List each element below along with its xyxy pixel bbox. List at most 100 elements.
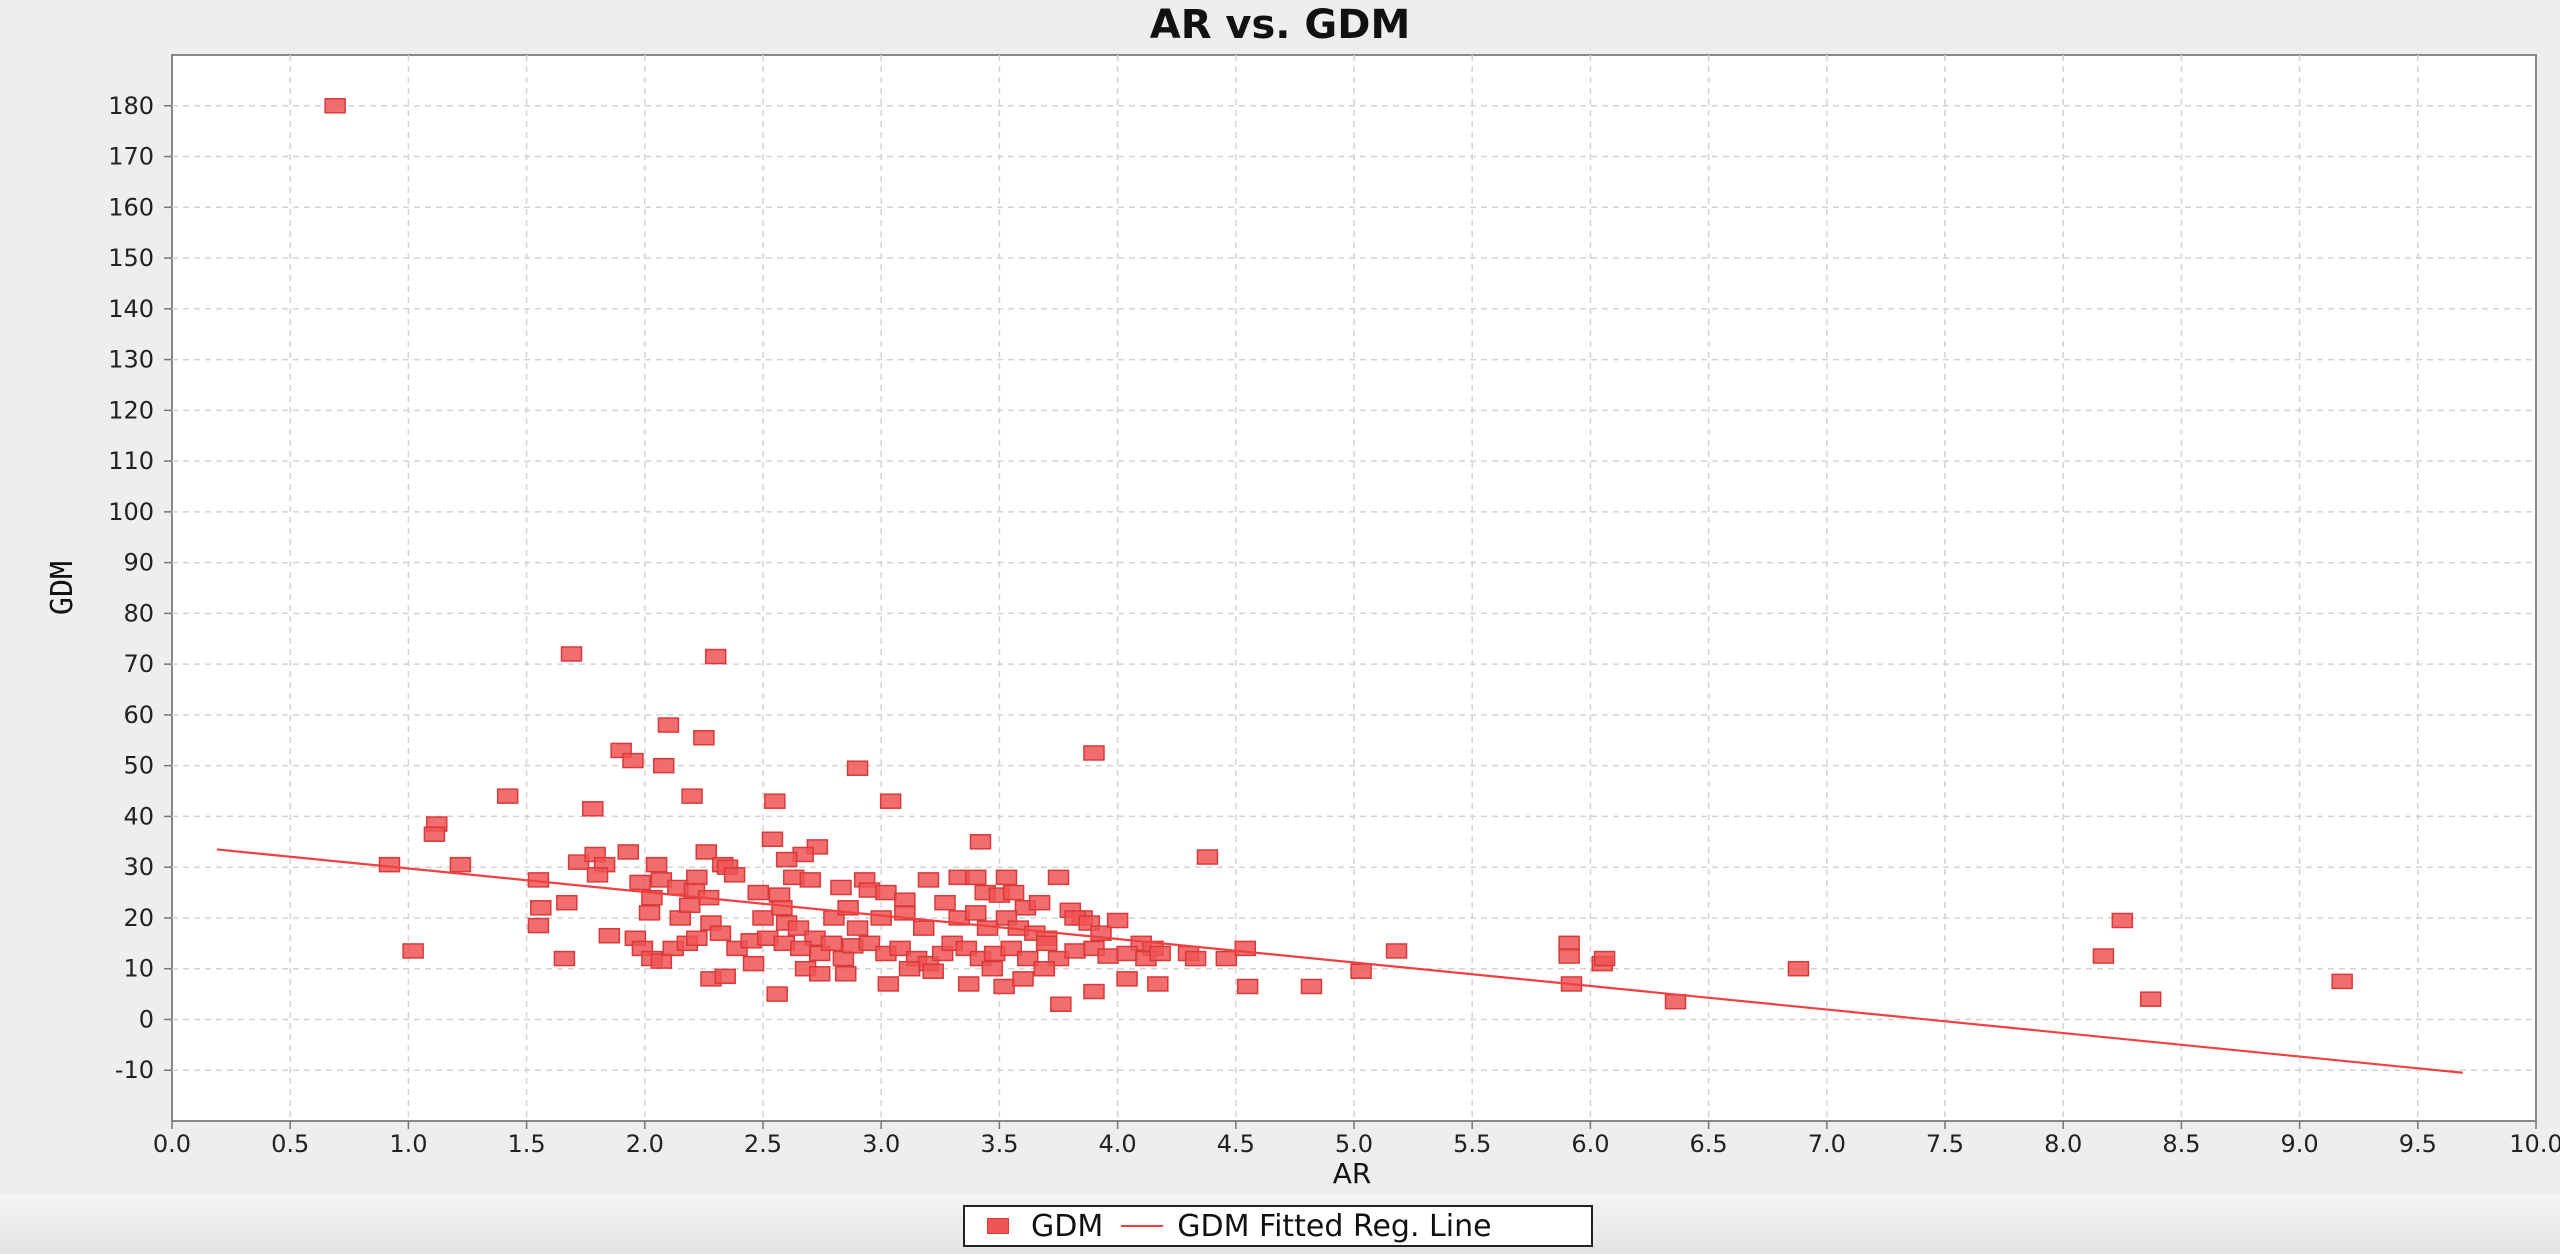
data-point (1064, 943, 1086, 959)
data-point (1002, 884, 1025, 901)
x-tick-label: 10.0 (2509, 1130, 2560, 1158)
x-tick-label: 1.5 (508, 1130, 546, 1158)
data-point (678, 897, 701, 914)
data-point (704, 648, 727, 665)
data-point (808, 966, 831, 982)
y-tick-label: 10 (123, 955, 154, 983)
data-point (761, 831, 784, 848)
data-point (1350, 963, 1372, 980)
data-point (657, 717, 680, 733)
data-point (1184, 950, 1207, 967)
data-point (1116, 971, 1138, 987)
data-point (629, 874, 651, 891)
data-point (2111, 912, 2134, 929)
data-point (917, 872, 940, 888)
data-point (1149, 945, 1171, 962)
y-tick-label: 110 (108, 447, 154, 475)
y-tick-label: 170 (108, 143, 154, 171)
x-tick-label: 0.5 (271, 1130, 309, 1158)
data-point (324, 98, 346, 114)
data-point (723, 867, 746, 883)
data-point (846, 920, 869, 936)
data-point (832, 950, 855, 967)
y-tick-label: -10 (115, 1056, 154, 1084)
data-point (556, 894, 578, 911)
x-tick-label: 3.5 (980, 1130, 1018, 1158)
data-point (747, 884, 770, 901)
data-point (995, 869, 1018, 886)
legend-swatch-fitted-line (1121, 1225, 1164, 1227)
data-point (693, 729, 715, 746)
x-tick-label: 8.5 (2162, 1130, 2200, 1158)
x-tick-label: 2.5 (744, 1130, 782, 1158)
data-point (1385, 943, 1408, 959)
y-tick-label: 100 (108, 498, 154, 526)
y-tick-label: 150 (108, 244, 154, 272)
chart-title: AR vs. GDM (1150, 2, 1411, 48)
data-point (858, 935, 881, 952)
data-point (771, 900, 793, 916)
x-axis-label: AR (1333, 1157, 1372, 1190)
data-point (934, 894, 956, 911)
data-point (913, 920, 935, 936)
data-point (1116, 945, 1138, 962)
data-point (622, 752, 644, 769)
y-tick-label: 50 (123, 752, 154, 780)
data-point (617, 844, 640, 860)
y-tick-label: 90 (123, 549, 154, 577)
data-point (2139, 991, 2162, 1007)
data-point (875, 884, 897, 901)
data-point (1558, 935, 1580, 952)
data-point (766, 986, 788, 1002)
data-point (1050, 996, 1072, 1012)
y-tick-label: 70 (123, 650, 154, 678)
y-tick-label: 20 (123, 904, 154, 932)
data-point (1047, 869, 1070, 886)
y-tick-label: 40 (123, 802, 154, 830)
x-tick-label: 9.5 (2399, 1130, 2437, 1158)
data-point (681, 788, 703, 804)
data-point (402, 943, 424, 959)
y-tick-label: 80 (123, 599, 154, 627)
data-point (957, 976, 980, 992)
y-tick-label: 160 (108, 193, 154, 221)
data-point (879, 793, 902, 809)
data-point (820, 935, 843, 952)
data-point (830, 879, 852, 896)
grid-lines (172, 55, 2536, 1121)
data-point (922, 963, 944, 980)
data-point (582, 801, 604, 817)
data-point (714, 968, 736, 985)
data-point (1017, 950, 1039, 967)
data-point (496, 788, 519, 804)
data-point (799, 872, 822, 888)
data-point (993, 978, 1015, 995)
data-point (1558, 948, 1580, 964)
x-tick-label: 5.0 (1335, 1130, 1373, 1158)
axes: 0.0 0.5 1.0 1.5 2.0 2.5 3.0 3.5 4.0 4.5 5.0 5.5 6.0 6… (108, 92, 2560, 1158)
data-point (423, 826, 446, 842)
data-point (1097, 948, 1119, 964)
x-tick-label: 1.0 (389, 1130, 427, 1158)
data-point (1236, 978, 1259, 995)
data-point (894, 892, 916, 908)
legend-label-fitted-line: GDM Fitted Reg. Line (1177, 1208, 1492, 1244)
data-point (976, 920, 999, 936)
data-point (752, 910, 774, 926)
y-tick-label: 120 (108, 396, 154, 424)
data-point (1196, 849, 1219, 865)
y-tick-label: 0 (139, 1005, 154, 1033)
data-point (877, 976, 900, 992)
data-point (1033, 960, 1056, 977)
x-tick-label: 3.0 (862, 1130, 900, 1158)
data-point (965, 869, 987, 886)
data-point (965, 905, 987, 921)
data-point (1012, 971, 1034, 987)
data-point (709, 925, 732, 941)
legend-swatch-gdm (987, 1218, 1009, 1234)
data-point (530, 900, 552, 916)
data-point (1083, 983, 1105, 1000)
x-tick-label: 8.0 (2044, 1130, 2082, 1158)
data-point (775, 851, 798, 868)
x-tick-label: 2.0 (626, 1130, 664, 1158)
